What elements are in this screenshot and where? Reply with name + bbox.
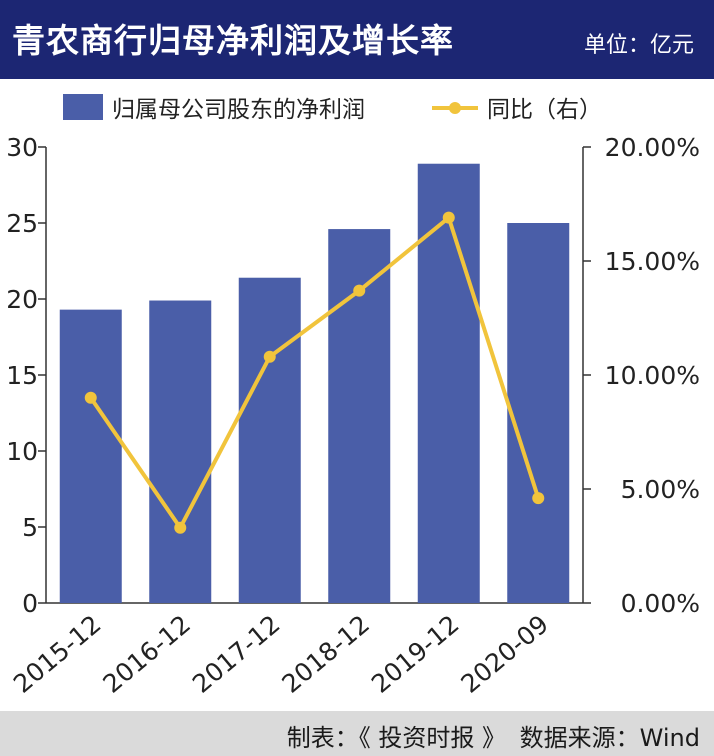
y-tick-label-left: 25 <box>6 209 38 238</box>
axes: 0 5 10 15 20 25 30 0.00% 5.00% 10.00% 15.00% 20.00% <box>6 133 700 618</box>
bar-2016-12 <box>149 300 212 603</box>
y-tick-label-left: 15 <box>6 361 38 390</box>
y-tick-label-left: 0 <box>22 589 38 618</box>
bar-2019-12 <box>417 163 480 603</box>
growth-point-2019-12 <box>442 211 455 224</box>
y-tick-label-right: 0.00% <box>621 589 700 618</box>
y-tick-label-left: 10 <box>6 437 38 466</box>
x-tick-label: 2018-12 <box>276 609 375 698</box>
bar-2017-12 <box>238 277 301 603</box>
y-tick-label-left: 5 <box>22 513 38 542</box>
x-axis-labels: 2015-122016-122017-122018-122019-122020-… <box>8 609 554 698</box>
x-tick-label: 2020-09 <box>455 609 554 698</box>
maker-label: 制表：《 投资时报 》 <box>286 724 507 752</box>
legend-line-label: 同比（右） <box>487 97 602 123</box>
y-tick-label-left: 30 <box>6 133 38 162</box>
header-banner: 青农商行归母净利润及增长率 单位：亿元 <box>0 0 714 79</box>
bars <box>59 163 570 603</box>
y-tick-label-right: 20.00% <box>605 133 700 162</box>
y-tick-label-right: 5.00% <box>621 475 700 504</box>
legend: 归属母公司股东的净利润 同比（右） <box>63 94 602 123</box>
bar-2020-09 <box>507 223 570 603</box>
legend-line-marker <box>449 102 461 114</box>
y-tick-label-right: 10.00% <box>605 361 700 390</box>
y-tick-label-left: 20 <box>6 285 38 314</box>
source-label: 数据来源：Wind <box>519 724 700 752</box>
chart-title: 青农商行归母净利润及增长率 <box>12 21 454 60</box>
x-tick-label: 2019-12 <box>366 609 465 698</box>
legend-bar-label: 归属母公司股东的净利润 <box>112 97 365 123</box>
growth-point-2016-12 <box>174 521 187 534</box>
legend-bar-swatch <box>63 94 103 120</box>
growth-point-2015-12 <box>84 391 97 404</box>
x-tick-label: 2015-12 <box>8 609 107 698</box>
growth-line <box>84 211 545 534</box>
y-tick-label-right: 15.00% <box>605 247 700 276</box>
growth-point-2017-12 <box>263 350 276 363</box>
growth-point-2018-12 <box>353 284 366 297</box>
chart-area: 归属母公司股东的净利润 同比（右） 0 5 10 15 20 25 30 0.00% 5.00%… <box>6 94 700 699</box>
source-note: 制表：《 投资时报 》 数据来源：Wind <box>281 718 700 753</box>
growth-line-path <box>89 215 541 530</box>
x-tick-label: 2017-12 <box>187 609 286 698</box>
growth-point-2020-09 <box>532 492 545 505</box>
footer-bar: 制表：《 投资时报 》 数据来源：Wind <box>0 711 714 756</box>
bar-2015-12 <box>59 309 122 603</box>
x-tick-label: 2016-12 <box>97 609 196 698</box>
unit-label: 单位：亿元 <box>583 33 694 58</box>
